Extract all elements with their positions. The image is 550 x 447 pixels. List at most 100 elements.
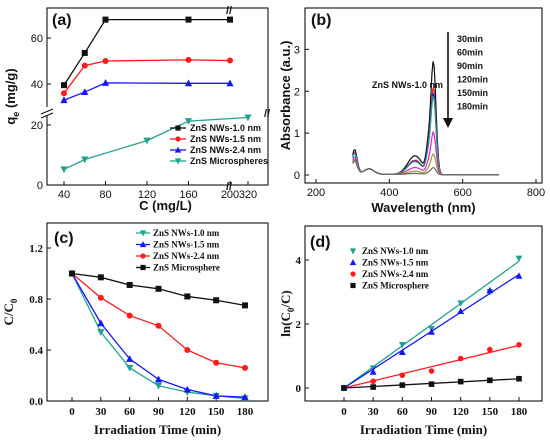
x-tick-label: 800: [527, 187, 545, 199]
data-point: [81, 88, 89, 96]
x-tick-label: 120: [452, 406, 469, 418]
time-label: 90min: [457, 61, 483, 71]
series-line: [63, 82, 230, 101]
data-point: [242, 302, 248, 309]
data-point: [81, 49, 88, 56]
legend-marker: [174, 158, 182, 165]
series-line: [63, 59, 231, 94]
x-tick-label: 0: [341, 406, 347, 418]
x-tick-label: 160: [179, 189, 197, 201]
y-axis-label-main: q: [3, 117, 18, 125]
data-point: [398, 342, 406, 349]
data-point: [428, 328, 435, 335]
data-point: [126, 355, 134, 362]
x-axis-label: C (mg/L): [139, 198, 192, 213]
data-point: [184, 118, 193, 125]
series-line: [63, 18, 230, 86]
right-axis-break: //: [264, 108, 270, 120]
legend-label: ZnS NWs-1.0 nm: [362, 246, 429, 256]
x-tick-label: 40: [58, 189, 70, 201]
data-point: [457, 378, 464, 385]
time-label: 150min: [457, 88, 488, 98]
x-axis-label: Irradiation Time (min): [360, 422, 487, 437]
x-tick-label: 90: [153, 406, 165, 418]
x-tick-label: 150: [208, 406, 225, 418]
panel-a-frame: [46, 7, 269, 186]
data-point: [457, 300, 465, 307]
y-tick-label: 60: [31, 33, 43, 45]
legend-marker: [174, 146, 182, 153]
data-point: [143, 137, 151, 145]
y-axis-label: Absorbance (a.u.): [278, 41, 293, 151]
y-tick-label: 0.8: [29, 294, 43, 306]
data-point: [398, 348, 406, 355]
x-tick-label: 320: [239, 189, 257, 201]
data-point: [97, 329, 105, 336]
panel-label: (b): [311, 12, 331, 29]
legend-label: ZnS Microsphere: [362, 281, 429, 291]
data-point: [516, 375, 522, 382]
legend-marker: [140, 253, 146, 259]
y-tick-label: 0.0: [29, 396, 43, 408]
data-point: [97, 274, 104, 281]
data-point: [155, 285, 162, 292]
panel-a: // // // 40 80 120 160 200 320 0 20 40 60 C (mg/L) qe …: [3, 5, 270, 213]
data-point: [457, 355, 464, 362]
legend-label: ZnS NWs-1.5 nm: [190, 134, 261, 144]
data-point: [101, 79, 110, 86]
y-axis-label-unit: (mg/g): [3, 68, 18, 111]
y-tick-label: 40: [31, 79, 43, 91]
y-tick-label: 4: [296, 255, 302, 267]
legend-label: ZnS NWs-1.5 nm: [153, 240, 220, 250]
x-tick-label: 90: [426, 406, 438, 418]
time-label: 60min: [457, 48, 483, 58]
y-axis-label-main: C/C: [1, 303, 16, 325]
y-axis-label-tail: /C): [278, 290, 293, 308]
bottom-axis-break: //: [226, 181, 232, 193]
y-tick-label: 2: [294, 86, 300, 98]
x-tick-label: 150: [482, 406, 499, 418]
x-tick-label: 60: [397, 406, 409, 418]
legend-label: ZnS Microspheres: [190, 156, 268, 166]
legend-label: ZnS NWs-1.0 nm: [190, 123, 261, 133]
panel-c-frame: [46, 222, 269, 402]
y-tick-label: 3: [294, 44, 300, 56]
x-tick-label: 180: [511, 406, 528, 418]
data-point: [126, 312, 133, 319]
data-point: [370, 384, 376, 390]
x-tick-label: 30: [368, 406, 380, 418]
legend-marker: [175, 136, 181, 142]
data-point: [516, 342, 522, 348]
time-arrow-head: [443, 118, 453, 128]
y-axis-label-sub: e: [11, 112, 21, 117]
data-point: [213, 359, 220, 366]
panel-d-frame: [304, 225, 543, 402]
y-axis-label-main: ln(C: [278, 312, 293, 337]
panel-d: 0 30 60 90 120 150 180 0 2 4 Irradiation Time (min…: [278, 225, 543, 437]
axis-break-mark: [40, 108, 54, 115]
data-point: [515, 272, 523, 279]
spectrum-line: [352, 160, 499, 176]
axis-break-mark: [40, 112, 54, 119]
x-tick-label: 80: [99, 189, 111, 201]
data-point: [428, 368, 435, 374]
x-tick-label: 30: [95, 406, 107, 418]
data-point: [369, 368, 377, 375]
data-point: [126, 364, 134, 372]
data-point: [69, 270, 75, 277]
x-tick-label: 200: [221, 189, 239, 201]
x-tick-label: 180: [237, 406, 254, 418]
y-tick-label: 0: [37, 180, 43, 192]
panel-b: 200 400 600 800 0 1 2 3 Wavelength (nm) Absorbanc…: [278, 7, 545, 215]
x-axis-label: Irradiation Time (min): [94, 422, 221, 437]
y-tick-label: 1: [294, 128, 300, 140]
data-point: [102, 16, 109, 23]
data-point: [226, 79, 234, 87]
legend-marker: [139, 241, 147, 248]
data-point: [184, 79, 193, 87]
y-tick-label: 0: [296, 383, 302, 395]
data-point: [155, 322, 162, 329]
